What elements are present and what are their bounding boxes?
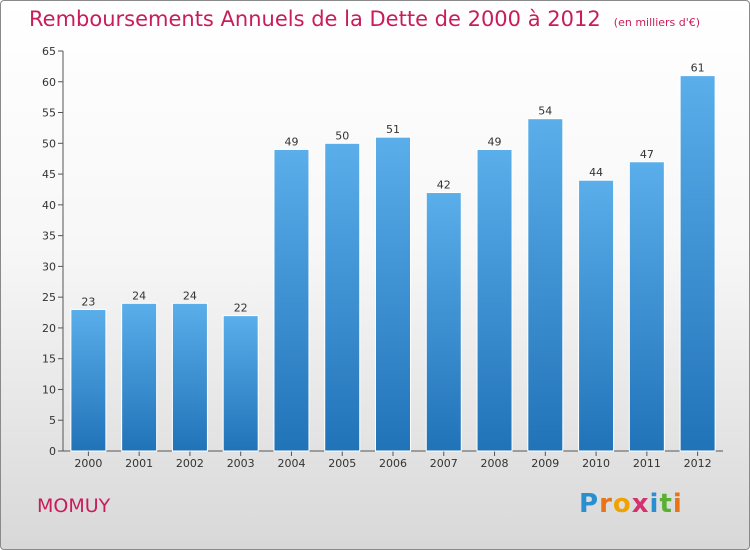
y-tick-label: 10 <box>42 383 56 396</box>
y-tick-label: 0 <box>49 445 56 458</box>
bar-value-label: 44 <box>589 166 603 179</box>
chart-title: Remboursements Annuels de la Dette de 20… <box>29 7 601 31</box>
bar-2003 <box>222 315 259 452</box>
x-tick-label: 2002 <box>176 457 204 470</box>
logo-letter: t <box>659 489 673 519</box>
bar-2010 <box>578 179 615 452</box>
y-tick-label: 65 <box>42 45 56 58</box>
bar-2006 <box>375 136 411 452</box>
bar-value-label: 42 <box>437 179 451 192</box>
bar-value-label: 24 <box>132 289 146 302</box>
bar-2012 <box>679 75 716 452</box>
y-tick-label: 40 <box>42 199 56 212</box>
bar-2004 <box>273 148 310 452</box>
y-tick-label: 20 <box>42 322 56 335</box>
bar-value-label: 54 <box>538 105 552 118</box>
x-tick-label: 2009 <box>531 457 559 470</box>
x-tick-label: 2001 <box>125 457 153 470</box>
bar-value-label: 61 <box>691 62 705 75</box>
logo-letter: o <box>612 489 632 519</box>
x-tick-label: 2006 <box>379 457 407 470</box>
x-tick-label: 2003 <box>227 457 255 470</box>
x-tick-label: 2010 <box>582 457 610 470</box>
logo-letter: P <box>579 489 600 519</box>
bar-value-label: 23 <box>81 295 95 308</box>
bar-2005 <box>324 142 361 452</box>
x-tick-label: 2005 <box>328 457 356 470</box>
bar-2001 <box>121 302 158 452</box>
y-tick-label: 50 <box>42 137 56 150</box>
bar-2000 <box>70 308 107 452</box>
y-tick-label: 45 <box>42 168 56 181</box>
y-tick-label: 55 <box>42 107 56 120</box>
chart-subtitle: (en milliers d'€) <box>613 16 701 29</box>
bar-value-label: 51 <box>386 123 400 136</box>
logo-letter: i <box>649 489 660 519</box>
bar-value-label: 24 <box>183 289 197 302</box>
x-tick-label: 2012 <box>684 457 712 470</box>
y-tick-label: 5 <box>49 414 56 427</box>
bar-2011 <box>628 161 665 452</box>
x-tick-label: 2000 <box>74 457 102 470</box>
bar-value-label: 49 <box>284 135 298 148</box>
bar-value-label: 47 <box>640 148 654 161</box>
proxiti-logo: Proxiti <box>579 489 683 519</box>
bar-value-label: 22 <box>234 302 248 315</box>
bar-2007 <box>425 192 462 452</box>
x-tick-label: 2008 <box>481 457 509 470</box>
x-tick-label: 2011 <box>633 457 661 470</box>
x-tick-label: 2004 <box>277 457 305 470</box>
y-tick-label: 25 <box>42 291 56 304</box>
logo-letter: r <box>599 489 613 519</box>
chart-title-block: Remboursements Annuels de la Dette de 20… <box>29 7 700 31</box>
x-tick-label: 2007 <box>430 457 458 470</box>
bar-2002 <box>171 302 208 452</box>
y-tick-label: 60 <box>42 76 56 89</box>
bar-2009 <box>527 118 564 452</box>
logo-letter: x <box>631 489 650 519</box>
y-tick-label: 35 <box>42 230 56 243</box>
logo-letter: i <box>672 489 683 519</box>
y-tick-label: 15 <box>42 353 56 366</box>
bar-2008 <box>476 148 513 452</box>
y-tick-label: 30 <box>42 260 56 273</box>
bar-value-label: 50 <box>335 129 349 142</box>
bar-value-label: 49 <box>488 135 502 148</box>
town-name: MOMUY <box>37 495 111 517</box>
